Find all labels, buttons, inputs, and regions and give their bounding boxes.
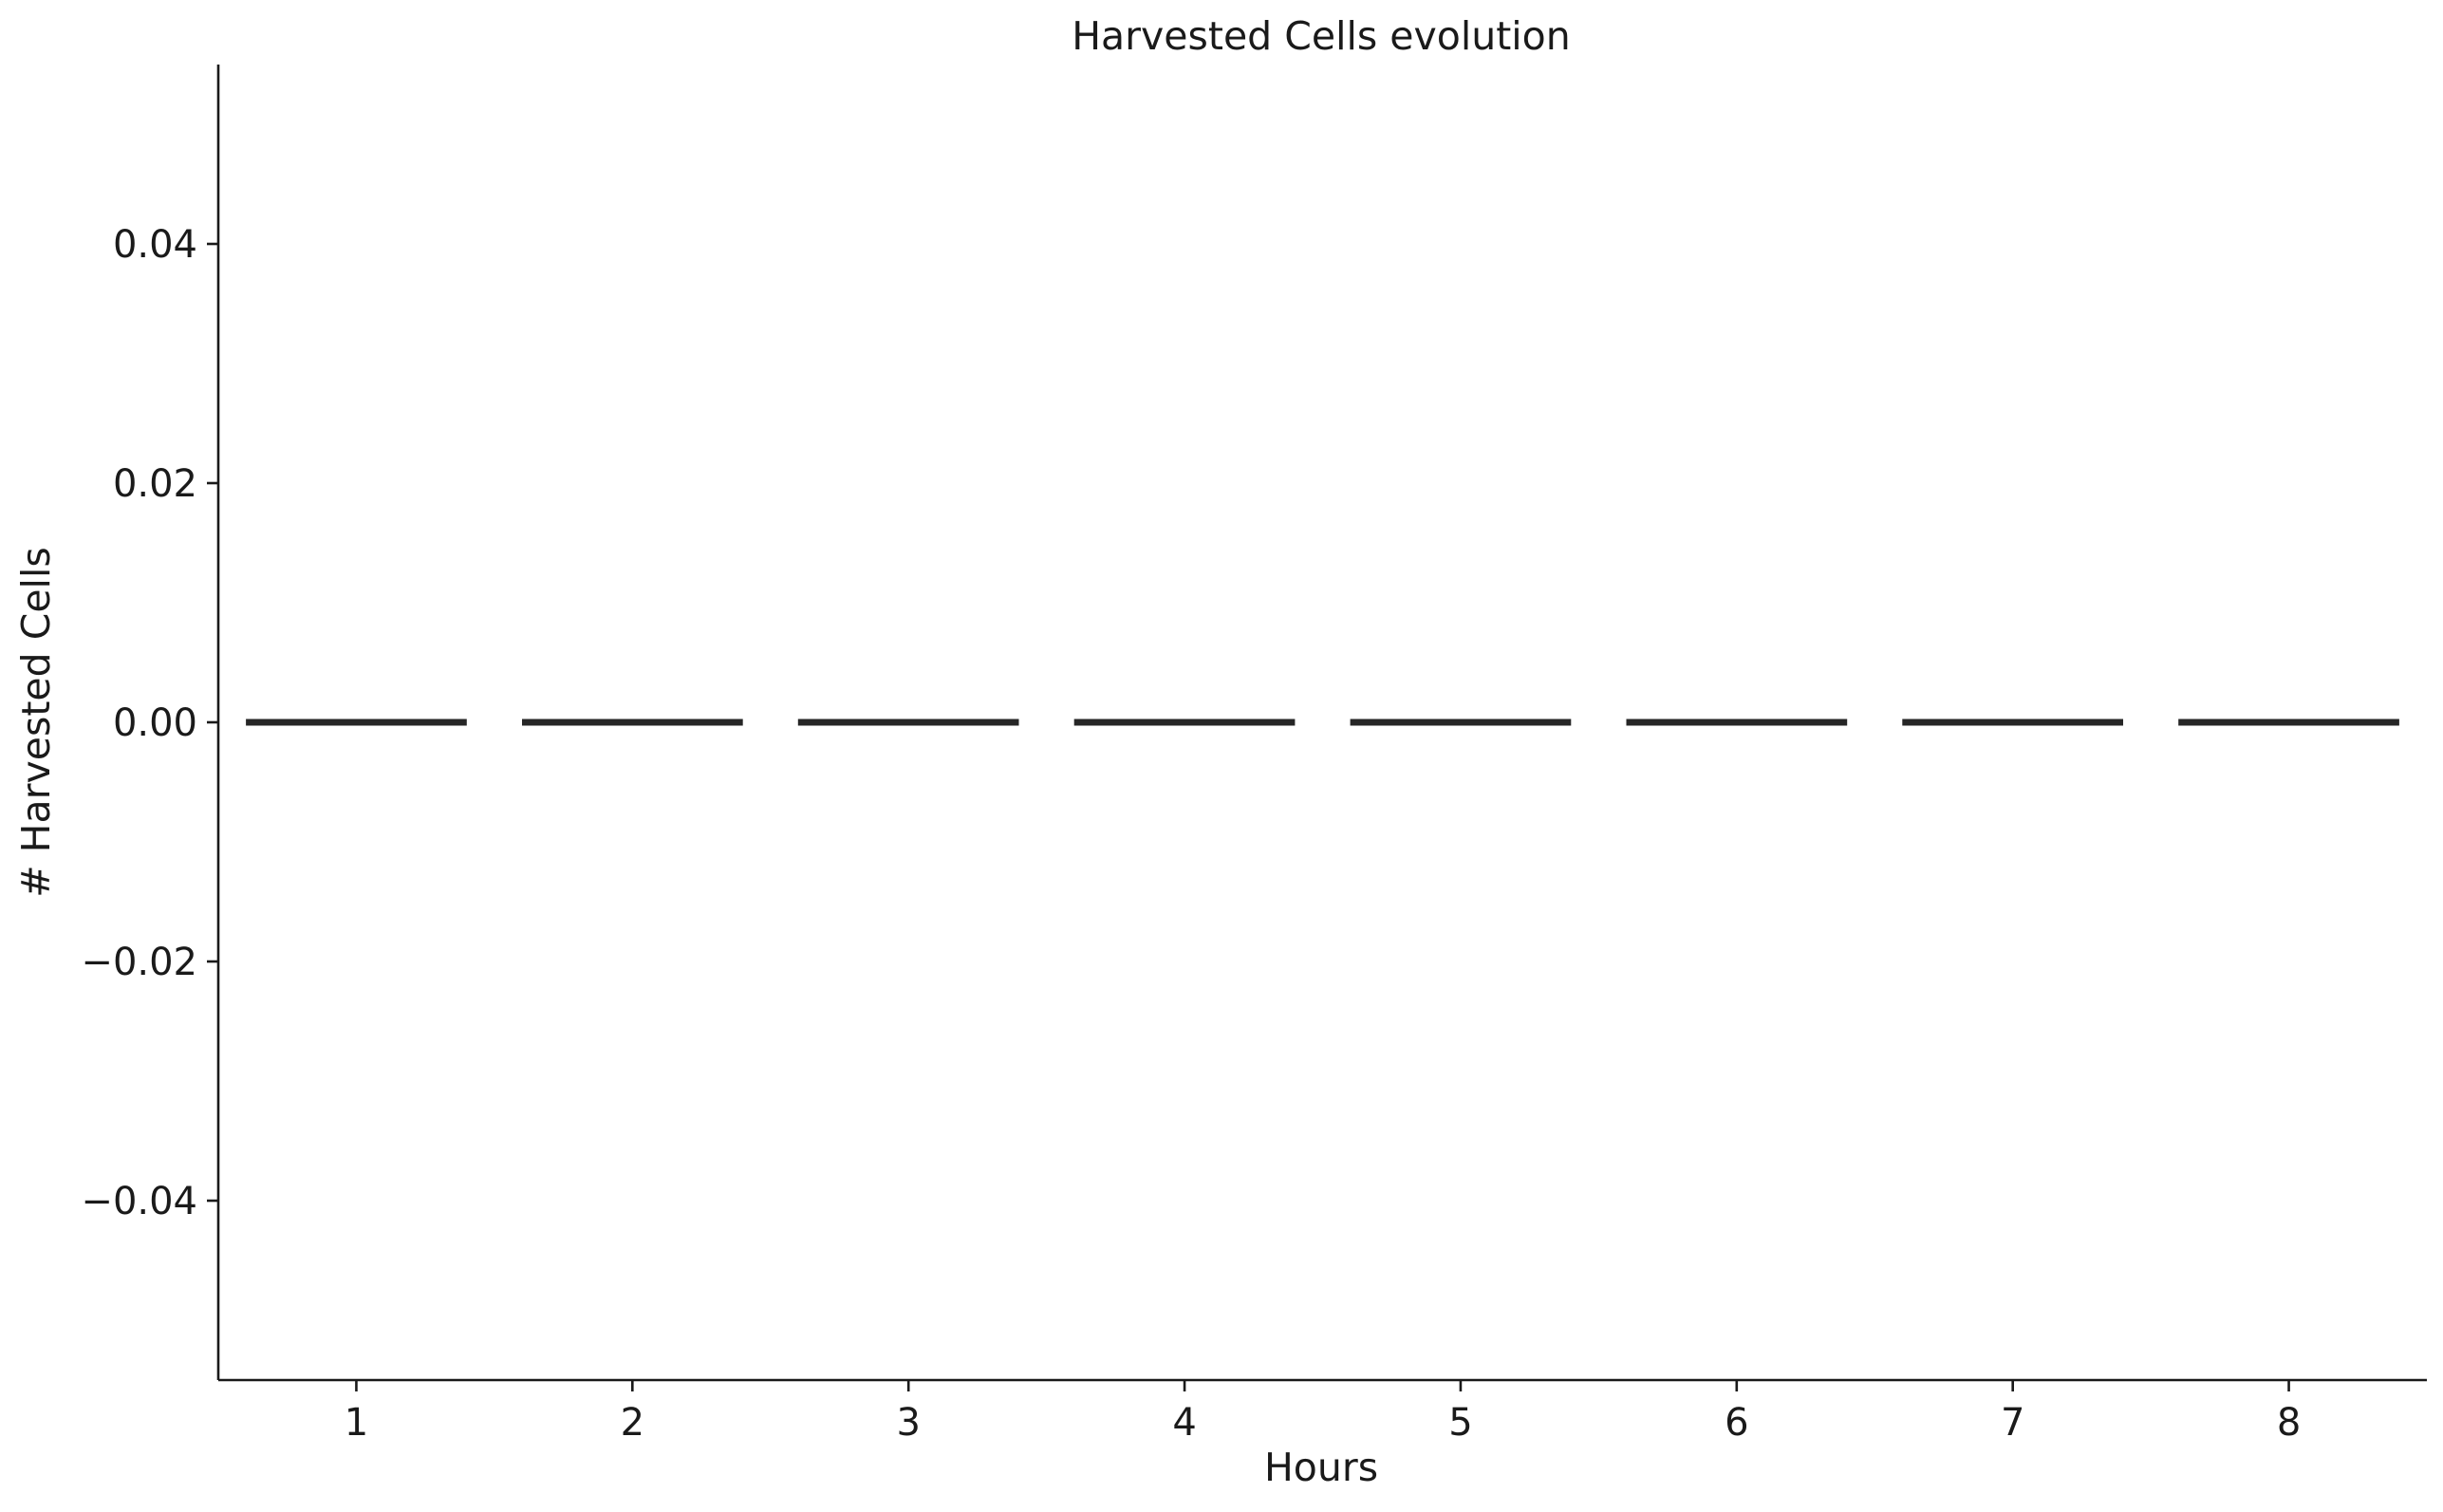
x-tick-label: 8 [2277, 1401, 2301, 1445]
chart-title: Harvested Cells evolution [1072, 13, 1571, 59]
x-tick-label: 4 [1172, 1401, 1196, 1445]
x-tick-label: 3 [896, 1401, 920, 1445]
x-tick-label: 7 [2001, 1401, 2024, 1445]
x-axis-label: Hours [1264, 1445, 1378, 1490]
plot-area: 0.04 0.02 0.00 −0.02 −0.04 1 2 3 4 5 6 7 8 [81, 65, 2427, 1445]
x-tick-label: 2 [621, 1401, 644, 1445]
y-ticks: 0.04 0.02 0.00 −0.02 −0.04 [81, 223, 218, 1223]
y-tick-label: −0.04 [81, 1180, 197, 1223]
y-tick-label: 0.00 [113, 701, 197, 745]
x-tick-label: 1 [345, 1401, 368, 1445]
y-tick-label: −0.02 [81, 941, 197, 984]
x-ticks: 1 2 3 4 5 6 7 8 [345, 1380, 2301, 1445]
x-tick-label: 6 [1725, 1401, 1748, 1445]
y-axis-label: # Harvested Cells [13, 547, 59, 897]
y-tick-label: 0.02 [113, 462, 197, 506]
y-tick-label: 0.04 [113, 223, 197, 267]
x-tick-label: 5 [1448, 1401, 1472, 1445]
